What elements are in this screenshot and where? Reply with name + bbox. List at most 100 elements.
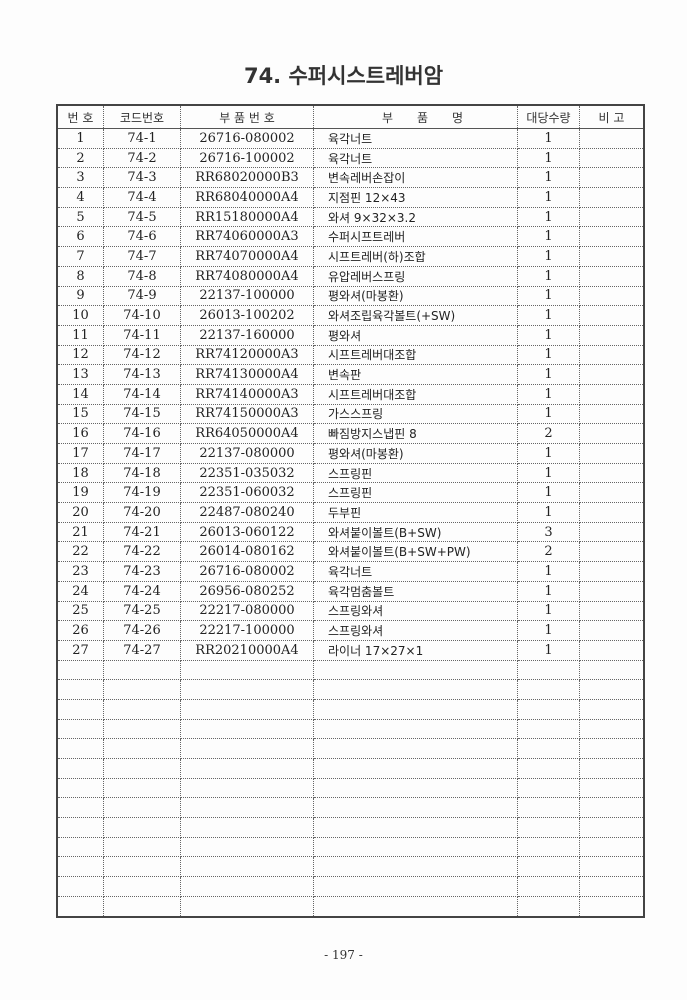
quantity-cell <box>517 698 580 720</box>
part-number-cell: RR74070000A4 <box>180 246 314 267</box>
quantity-cell: 2 <box>517 423 580 444</box>
code-number-cell <box>103 659 181 681</box>
part-name-cell: 변속판 <box>313 364 518 385</box>
table-row: 7 74-7 RR74070000A4 시프트레버(하)조합 1 <box>56 246 645 267</box>
code-number-cell: 74-21 <box>103 521 181 543</box>
quantity-cell: 1 <box>517 344 580 366</box>
table-header-row: 번 호 코드번호 부 품 번 호 부 품 명 대당수량 비 고 <box>56 104 645 129</box>
row-number-cell: 14 <box>56 383 104 405</box>
code-number-cell: 74-26 <box>103 620 181 641</box>
row-number-cell: 13 <box>56 364 104 385</box>
part-name-cell <box>313 659 518 681</box>
quantity-cell <box>517 817 580 838</box>
part-name-cell <box>313 718 518 740</box>
part-number-cell <box>180 797 314 819</box>
table-row: 23 74-23 26716-080002 육각너트 1 <box>56 561 645 582</box>
row-number-cell: 25 <box>56 600 104 622</box>
remarks-cell <box>579 679 645 700</box>
remarks-cell <box>579 167 645 189</box>
part-number-cell: 22351-060032 <box>180 482 314 504</box>
quantity-cell <box>517 856 580 878</box>
part-name-cell: 변속레버손잡이 <box>313 167 518 189</box>
part-name-cell: 가스스프링 <box>313 403 518 425</box>
table-row: 21 74-21 26013-060122 와셔붙이볼트(B+SW) 3 <box>56 521 645 543</box>
table-row: 3 74-3 RR68020000B3 변속레버손잡이 1 <box>56 167 645 189</box>
part-number-cell: RR64050000A4 <box>180 423 314 444</box>
parts-table: 번 호 코드번호 부 품 번 호 부 품 명 대당수량 비 고 1 74-1 267… <box>56 104 645 918</box>
remarks-cell <box>579 718 645 740</box>
row-number-cell <box>56 738 104 759</box>
code-number-cell: 74-14 <box>103 383 181 405</box>
table-row: 9 74-9 22137-100000 평와셔(마봉환) 1 <box>56 285 645 307</box>
remarks-cell <box>579 620 645 641</box>
code-number-cell <box>103 856 181 878</box>
remarks-cell <box>579 462 645 484</box>
empty-table-row <box>56 659 645 681</box>
code-number-cell: 74-6 <box>103 226 181 248</box>
remarks-cell <box>579 541 645 563</box>
quantity-cell: 1 <box>517 305 580 326</box>
page-number: - 197 - <box>324 948 363 962</box>
part-number-cell: 22217-100000 <box>180 620 314 641</box>
row-number-cell: 12 <box>56 344 104 366</box>
quantity-cell: 1 <box>517 206 580 228</box>
quantity-cell: 1 <box>517 226 580 248</box>
part-name-cell: 와셔붙이볼트(B+SW) <box>313 521 518 543</box>
table-row: 6 74-6 RR74060000A3 수퍼시프트레버 1 <box>56 226 645 248</box>
code-number-cell: 74-17 <box>103 443 181 464</box>
row-number-cell: 26 <box>56 620 104 641</box>
remarks-cell <box>579 344 645 366</box>
quantity-cell <box>517 836 580 858</box>
part-number-cell: RR74140000A3 <box>180 383 314 405</box>
part-name-cell: 육각너트 <box>313 128 518 149</box>
code-number-cell <box>103 836 181 858</box>
code-number-cell: 74-9 <box>103 285 181 307</box>
quantity-cell: 1 <box>517 128 580 149</box>
empty-table-row <box>56 718 645 740</box>
part-number-cell: 26014-080162 <box>180 541 314 563</box>
part-number-cell: RR74150000A3 <box>180 403 314 425</box>
part-number-cell <box>180 895 314 918</box>
row-number-cell: 11 <box>56 324 104 346</box>
part-name-cell <box>313 876 518 897</box>
code-number-cell: 74-13 <box>103 364 181 385</box>
quantity-cell: 1 <box>517 482 580 504</box>
quantity-cell: 1 <box>517 285 580 307</box>
row-number-cell: 21 <box>56 521 104 543</box>
part-number-cell: RR74060000A3 <box>180 226 314 248</box>
part-name-cell: 평와셔 <box>313 324 518 346</box>
part-name-cell: 평와셔(마봉환) <box>313 443 518 464</box>
table-row: 2 74-2 26716-100002 육각너트 1 <box>56 147 645 169</box>
empty-table-row <box>56 817 645 838</box>
row-number-cell: 10 <box>56 305 104 326</box>
row-number-cell <box>56 758 104 779</box>
row-number-cell: 15 <box>56 403 104 425</box>
part-number-cell <box>180 698 314 720</box>
table-row: 8 74-8 RR74080000A4 유압레버스프링 1 <box>56 265 645 287</box>
part-name-cell <box>313 817 518 838</box>
part-name-cell: 와셔붙이볼트(B+SW+PW) <box>313 541 518 563</box>
code-number-cell: 74-23 <box>103 561 181 582</box>
part-number-cell <box>180 679 314 700</box>
code-number-cell: 74-20 <box>103 502 181 523</box>
remarks-cell <box>579 521 645 543</box>
remarks-cell <box>579 128 645 149</box>
row-number-cell <box>56 679 104 700</box>
quantity-cell: 1 <box>517 600 580 622</box>
row-number-cell <box>56 698 104 720</box>
header-part-number: 부 품 번 호 <box>180 104 314 129</box>
row-number-cell: 3 <box>56 167 104 189</box>
part-name-cell <box>313 836 518 858</box>
code-number-cell: 74-3 <box>103 167 181 189</box>
row-number-cell <box>56 876 104 897</box>
row-number-cell: 7 <box>56 246 104 267</box>
part-number-cell: RR15180000A4 <box>180 206 314 228</box>
part-name-cell <box>313 679 518 700</box>
part-name-cell <box>313 895 518 918</box>
empty-table-row <box>56 895 645 918</box>
remarks-cell <box>579 502 645 523</box>
code-number-cell: 74-16 <box>103 423 181 444</box>
header-code: 코드번호 <box>103 104 181 129</box>
part-number-cell: 22351-035032 <box>180 462 314 484</box>
row-number-cell: 22 <box>56 541 104 563</box>
